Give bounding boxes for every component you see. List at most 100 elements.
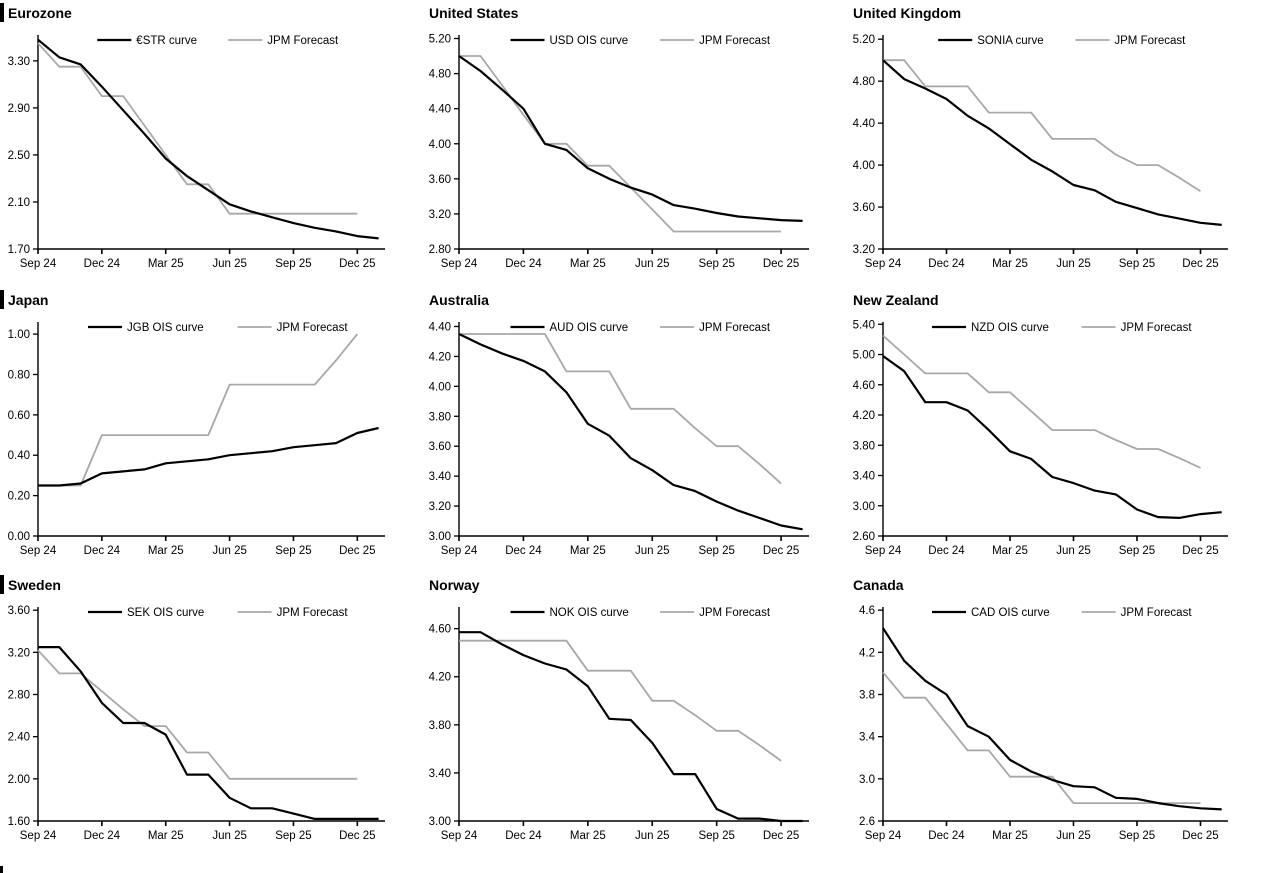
chart-panel-new-zealand: New Zealand 2.60 3.00 3.40 3.80 4.20 4.60 5.00…	[845, 287, 1264, 572]
svg-text:2.90: 2.90	[8, 103, 30, 115]
svg-text:5.00: 5.00	[853, 350, 875, 362]
chart-panel-united-states: United States 2.80 3.20 3.60 4.00 4.40 4.80 5.…	[421, 0, 845, 287]
svg-text:4.00: 4.00	[429, 381, 451, 393]
svg-text:2.80: 2.80	[429, 244, 451, 256]
svg-text:Sep 24: Sep 24	[20, 258, 57, 270]
svg-text:Dec 25: Dec 25	[1182, 545, 1218, 557]
svg-text:Dec 25: Dec 25	[339, 545, 375, 557]
svg-text:4.60: 4.60	[429, 624, 451, 636]
sweden-chart: 1.60 2.00 2.40 2.80 3.20 3.60 Sep 24 Dec 24 Mar …	[8, 605, 385, 842]
svg-text:3.40: 3.40	[429, 768, 451, 780]
svg-text:Dec 24: Dec 24	[505, 545, 542, 557]
svg-text:NZD OIS curve: NZD OIS curve	[971, 322, 1049, 334]
svg-text:3.30: 3.30	[8, 56, 30, 68]
chart-panel-japan: Japan 0.00 0.20 0.40 0.60 0.80 1.00 Sep 24 Dec …	[0, 287, 421, 572]
svg-text:3.80: 3.80	[853, 440, 875, 452]
svg-text:Dec 24: Dec 24	[928, 258, 965, 270]
svg-text:3.60: 3.60	[429, 174, 451, 186]
section-marker-bar	[0, 290, 4, 309]
svg-text:2.6: 2.6	[859, 816, 875, 828]
svg-text:3.20: 3.20	[853, 244, 875, 256]
svg-text:3.00: 3.00	[853, 501, 875, 513]
svg-text:3.20: 3.20	[429, 501, 451, 513]
svg-text:4.2: 4.2	[859, 647, 875, 659]
svg-text:USD OIS curve: USD OIS curve	[550, 35, 629, 47]
chart-panel-united-kingdom: United Kingdom 3.20 3.60 4.00 4.40 4.80 5.20 S…	[845, 0, 1264, 287]
svg-text:Sep 25: Sep 25	[1119, 545, 1155, 557]
canada-chart: 2.6 3.0 3.4 3.8 4.2 4.6 Sep 24 Dec 24 Mar 25 Jun …	[859, 605, 1228, 842]
chart-title-norway: Norway	[429, 577, 480, 593]
svg-text:Jun 25: Jun 25	[1056, 830, 1091, 842]
australia-chart: 3.00 3.20 3.40 3.60 3.80 4.00 4.20 4.40 Sep 24 De…	[429, 321, 809, 557]
norway-chart: 3.00 3.40 3.80 4.20 4.60 Sep 24 Dec 24 Mar 25 Ju…	[429, 607, 809, 842]
svg-text:0.20: 0.20	[8, 491, 30, 503]
svg-text:Sep 24: Sep 24	[865, 545, 902, 557]
svg-text:3.60: 3.60	[853, 202, 875, 214]
svg-text:NOK OIS curve: NOK OIS curve	[550, 607, 629, 619]
svg-text:4.40: 4.40	[429, 104, 451, 116]
svg-text:Dec 24: Dec 24	[84, 545, 121, 557]
svg-text:Sep 25: Sep 25	[698, 545, 734, 557]
svg-text:Sep 25: Sep 25	[1119, 258, 1155, 270]
svg-text:Dec 24: Dec 24	[84, 258, 121, 270]
svg-text:0.60: 0.60	[8, 410, 30, 422]
svg-text:Dec 24: Dec 24	[505, 830, 542, 842]
svg-text:SONIA curve: SONIA curve	[977, 35, 1043, 47]
svg-text:Dec 24: Dec 24	[928, 830, 965, 842]
svg-text:4.20: 4.20	[853, 410, 875, 422]
svg-text:4.80: 4.80	[429, 69, 451, 81]
svg-text:2.60: 2.60	[853, 531, 875, 543]
svg-text:3.4: 3.4	[859, 732, 876, 744]
svg-text:4.80: 4.80	[853, 76, 875, 88]
svg-text:Mar 25: Mar 25	[570, 258, 606, 270]
chart-title-sweden: Sweden	[8, 577, 61, 593]
svg-text:Sep 25: Sep 25	[1119, 830, 1155, 842]
svg-text:Dec 24: Dec 24	[928, 545, 965, 557]
svg-text:1.60: 1.60	[8, 816, 30, 828]
svg-text:3.80: 3.80	[429, 411, 451, 423]
svg-text:Mar 25: Mar 25	[148, 830, 184, 842]
chart-title-new-zealand: New Zealand	[853, 292, 939, 308]
section-marker-bar	[0, 3, 4, 22]
svg-text:3.8: 3.8	[859, 689, 875, 701]
svg-text:0.80: 0.80	[8, 369, 30, 381]
svg-text:3.80: 3.80	[429, 720, 451, 732]
section-marker-bar	[0, 575, 4, 594]
svg-text:Dec 25: Dec 25	[763, 545, 799, 557]
svg-text:JPM Forecast: JPM Forecast	[699, 322, 771, 334]
svg-text:3.60: 3.60	[8, 605, 30, 617]
svg-text:Sep 25: Sep 25	[698, 830, 734, 842]
svg-text:Sep 24: Sep 24	[865, 830, 902, 842]
svg-text:JPM Forecast: JPM Forecast	[699, 35, 771, 47]
svg-text:Dec 25: Dec 25	[763, 258, 799, 270]
svg-text:2.00: 2.00	[8, 774, 30, 786]
svg-text:1.70: 1.70	[8, 244, 30, 256]
eurozone-chart: 1.70 2.10 2.50 2.90 3.30 Sep 24 Dec 24 Mar 25 Ju…	[8, 35, 385, 270]
svg-text:3.40: 3.40	[853, 471, 875, 483]
svg-text:AUD OIS curve: AUD OIS curve	[550, 322, 629, 334]
chart-panel-sweden: Sweden 1.60 2.00 2.40 2.80 3.20 3.60 Sep 24 Dec…	[0, 572, 421, 873]
chart-title-united-states: United States	[429, 5, 519, 21]
svg-text:Jun 25: Jun 25	[635, 545, 670, 557]
svg-text:3.20: 3.20	[429, 209, 451, 221]
svg-text:JPM Forecast: JPM Forecast	[1121, 322, 1193, 334]
svg-text:SEK OIS curve: SEK OIS curve	[127, 607, 204, 619]
svg-text:4.40: 4.40	[853, 118, 875, 130]
svg-text:4.40: 4.40	[429, 321, 451, 333]
svg-text:3.60: 3.60	[429, 441, 451, 453]
chart-panel-eurozone: Eurozone 1.70 2.10 2.50 2.90 3.30 Sep 24 Dec 2…	[0, 0, 421, 287]
united-kingdom-chart: 3.20 3.60 4.00 4.40 4.80 5.20 Sep 24 Dec 24 Mar …	[853, 34, 1228, 270]
svg-text:0.00: 0.00	[8, 531, 30, 543]
chart-title-japan: Japan	[8, 292, 49, 308]
svg-text:3.20: 3.20	[8, 647, 30, 659]
svg-text:4.00: 4.00	[429, 139, 451, 151]
svg-text:3.40: 3.40	[429, 471, 451, 483]
svg-text:JPM Forecast: JPM Forecast	[699, 607, 771, 619]
svg-text:4.60: 4.60	[853, 380, 875, 392]
svg-text:4.6: 4.6	[859, 605, 875, 617]
svg-text:Sep 25: Sep 25	[698, 258, 734, 270]
chart-panel-norway: Norway 3.00 3.40 3.80 4.20 4.60 Sep 24 Dec 24 M…	[421, 572, 845, 873]
svg-text:4.20: 4.20	[429, 672, 451, 684]
svg-text:Dec 25: Dec 25	[1182, 830, 1218, 842]
